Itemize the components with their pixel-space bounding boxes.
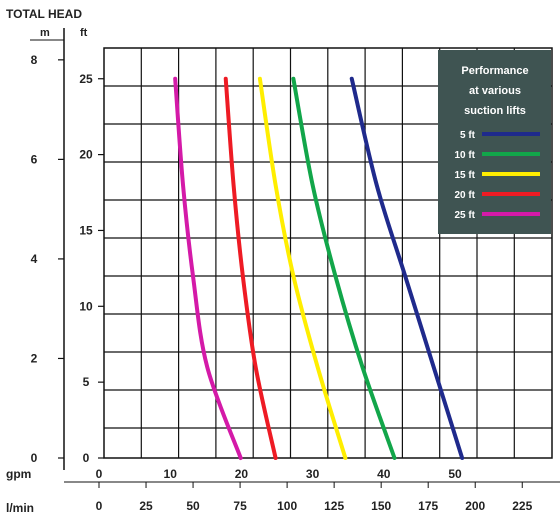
legend-label-20ft: 20 ft — [454, 190, 475, 201]
legend-entries: 5 ft 10 ft 15 ft 20 ft 25 ft — [454, 130, 540, 221]
lmin-tick-label: 175 — [418, 499, 438, 513]
m-tick-label: 0 — [31, 451, 38, 465]
ft-tick-label: 25 — [79, 72, 93, 86]
series-line-25ft — [173, 76, 243, 460]
legend-label-10ft: 10 ft — [454, 150, 475, 161]
ft-tick-label: 10 — [79, 299, 93, 313]
lmin-axis-ticks: 0 25 50 75 100 125 150 175 200 225 — [96, 482, 533, 513]
gpm-tick-label: 50 — [448, 467, 462, 481]
gpm-tick-label: 0 — [96, 467, 103, 481]
gpm-tick-label: 30 — [306, 467, 320, 481]
gpm-axis-ticks: 0 10 20 30 40 50 — [96, 467, 462, 481]
ft-unit-label: ft — [80, 27, 88, 39]
m-tick-label: 6 — [31, 152, 38, 166]
legend-box — [438, 50, 551, 234]
legend-label-15ft: 15 ft — [454, 170, 475, 181]
gpm-tick-label: 10 — [164, 467, 178, 481]
series-line-5ft — [349, 76, 465, 460]
legend-title-line-2: at various — [469, 85, 521, 97]
lmin-axis-label: l/min — [6, 501, 34, 515]
legend-label-5ft: 5 ft — [460, 130, 476, 141]
m-unit-label: m — [40, 27, 50, 39]
series-layer — [173, 76, 465, 460]
lmin-tick-label: 75 — [233, 499, 247, 513]
m-tick-label: 2 — [31, 351, 38, 365]
lmin-tick-label: 225 — [512, 499, 532, 513]
m-tick-label: 8 — [31, 53, 38, 67]
series-line-20ft — [223, 76, 278, 460]
lmin-tick-label: 0 — [96, 499, 103, 513]
m-axis-ticks: 0 2 4 6 8 — [31, 53, 64, 465]
legend-title-line-3: suction lifts — [464, 105, 526, 117]
ft-axis-ticks: 0 5 10 15 20 25 — [79, 72, 104, 465]
lmin-tick-label: 50 — [186, 499, 200, 513]
lmin-tick-label: 100 — [277, 499, 297, 513]
lmin-tick-label: 125 — [324, 499, 344, 513]
legend-title-line-1: Performance — [461, 65, 528, 77]
series-line-15ft — [257, 76, 348, 460]
legend: Performance at various suction lifts 5 f… — [438, 50, 551, 234]
gpm-tick-label: 20 — [235, 467, 249, 481]
chart-title: TOTAL HEAD — [6, 7, 82, 21]
ft-tick-label: 5 — [83, 375, 90, 389]
lmin-tick-label: 200 — [465, 499, 485, 513]
series-line-10ft — [291, 76, 397, 460]
lmin-tick-label: 150 — [371, 499, 391, 513]
legend-label-25ft: 25 ft — [454, 210, 475, 221]
ft-tick-label: 15 — [79, 223, 93, 237]
ft-tick-label: 0 — [83, 451, 90, 465]
lmin-tick-label: 25 — [139, 499, 153, 513]
m-tick-label: 4 — [31, 252, 38, 266]
gpm-tick-label: 40 — [377, 467, 391, 481]
gpm-axis-label: gpm — [6, 467, 31, 481]
ft-tick-label: 20 — [79, 148, 93, 162]
